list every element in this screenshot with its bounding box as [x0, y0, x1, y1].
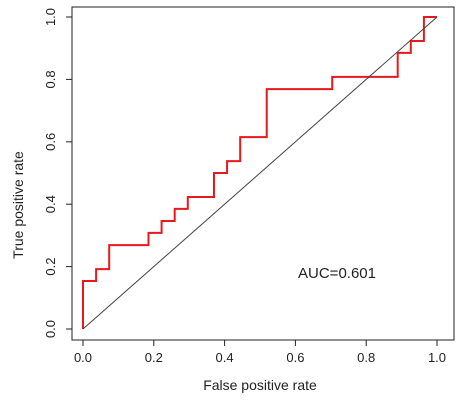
x-tick-label: 1.0	[428, 350, 446, 365]
x-tick-label: 0.8	[357, 350, 375, 365]
y-tick-label: 1.0	[43, 8, 58, 26]
y-tick-label: 0.4	[43, 195, 58, 213]
x-tick-label: 0.6	[286, 350, 304, 365]
diagonal-reference-line	[82, 16, 438, 330]
plot-frame	[71, 6, 455, 341]
x-axis-title: False positive rate	[203, 377, 317, 393]
y-tick-label: 0.8	[43, 70, 58, 88]
roc-curve-line	[82, 16, 437, 329]
x-tick-label: 0.4	[216, 350, 234, 365]
y-tick-label: 0.2	[43, 258, 58, 276]
y-tick-label: 0.0	[43, 320, 58, 338]
x-tick-label: 0.0	[74, 350, 92, 365]
y-tick-label: 0.6	[43, 133, 58, 151]
auc-annotation: AUC=0.601	[298, 265, 376, 282]
series-layer	[82, 16, 438, 330]
tick-layer: 0.0 0.2 0.4 0.6 0.8 1.0 0.0 0.2 0.4 0.6 0.8 1.0	[43, 8, 446, 365]
y-axis-title: True positive rate	[10, 151, 26, 259]
x-tick-label: 0.2	[145, 350, 163, 365]
